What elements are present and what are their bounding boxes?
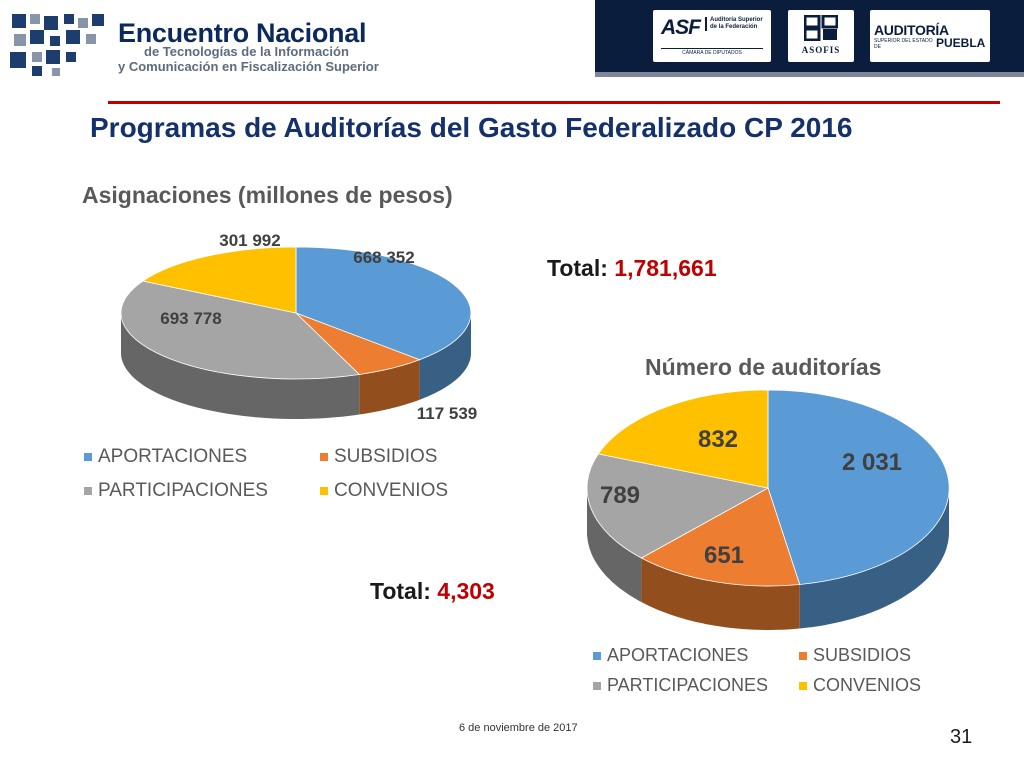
auditorias-total-value: 4,303 [437, 578, 495, 604]
legend-label: SUBSIDIOS [334, 446, 438, 467]
legend-swatch [320, 453, 328, 461]
slide-header: Encuentro Nacional de Tecnologías de la … [0, 0, 1024, 90]
auditorias-pie-chart: 2 031 651 789 832 [586, 389, 950, 630]
asignaciones-pie-chart: 668 352 117 539 693 778 301 992 [120, 231, 478, 423]
legend-swatch [84, 487, 92, 495]
asofis-mark-icon [804, 15, 838, 41]
footer-date: 6 de noviembre de 2017 [459, 722, 578, 734]
title-divider [108, 101, 1000, 104]
asignaciones-total-value: 1,781,661 [614, 255, 717, 281]
pie1-data-label-p: 789 [600, 482, 640, 509]
auditoria-puebla-logo: AUDITORÍA SUPERIOR DEL ESTADO DE PUEBLA [870, 10, 990, 62]
legend-item-subsidios: SUBSIDIOS [320, 446, 437, 468]
legend-item-convenios: CONVENIOS [799, 675, 921, 696]
asf-logo: ASF Auditoría Superior de la Federación … [653, 10, 771, 62]
pie0-side-a [419, 313, 471, 400]
legend-label: APORTACIONES [607, 645, 749, 665]
legend-item-participaciones: PARTICIPACIONES [84, 480, 268, 502]
pie1-slice-a [767, 389, 950, 585]
page-number: 31 [950, 726, 973, 748]
pie1-data-label-c: 832 [698, 426, 738, 453]
sponsor-logo-bar: ASF Auditoría Superior de la Federación … [595, 0, 1024, 77]
pie0-data-label-s: 117 539 [417, 404, 478, 423]
legend-swatch [320, 487, 328, 495]
legend-label: PARTICIPACIONES [98, 480, 268, 501]
event-subtitle-line2: y Comunicación en Fiscalización Superior [118, 59, 379, 74]
auditorias-total: Total: 4,303 [370, 578, 495, 605]
asignaciones-legend: APORTACIONES SUBSIDIOS PARTICIPACIONES CONV… [84, 446, 504, 506]
legend-swatch [799, 651, 807, 660]
auditorias-legend: APORTACIONES SUBSIDIOS PARTICIPACIONES CONV… [593, 645, 1013, 701]
pie1-side-s [641, 558, 800, 630]
asignaciones-total: Total: 1,781,661 [547, 255, 717, 282]
pie0-side-p [121, 313, 360, 419]
auditorias-chart-title: Número de auditorías [645, 354, 882, 380]
puebla-logo-wordmark: AUDITORÍA [874, 22, 949, 38]
auditorias-total-label: Total: [370, 578, 431, 604]
pie1-slice-s [640, 487, 801, 587]
asf-logo-footer: CÁMARA DE DIPUTADOS [661, 48, 763, 56]
legend-label: PARTICIPACIONES [607, 675, 769, 695]
asignaciones-chart-title: Asignaciones (millones de pesos) [82, 182, 453, 208]
legend-item-participaciones: PARTICIPACIONES [593, 675, 768, 696]
pie1-slice-p [586, 453, 770, 559]
pie1-side-p [587, 488, 642, 602]
legend-label: CONVENIOS [813, 675, 922, 695]
pie0-slice-c [141, 246, 297, 314]
pie0-data-label-c: 301 992 [219, 231, 280, 250]
asofis-logo: ASOFIS [788, 10, 854, 62]
event-subtitle-line1: de Tecnologías de la Información [144, 44, 349, 59]
legend-item-convenios: CONVENIOS [320, 480, 448, 502]
pie0-data-label-a: 668 352 [353, 248, 414, 267]
pie0-side-s [359, 359, 420, 415]
asf-logo-description: Auditoría Superior de la Federación [705, 17, 767, 31]
legend-swatch [593, 651, 601, 660]
puebla-logo-city: PUEBLA [936, 36, 986, 50]
pixel-grid-logo-icon [10, 14, 104, 76]
pie0-slice-p [120, 280, 361, 380]
legend-swatch [593, 681, 601, 690]
event-title: Encuentro Nacional [118, 18, 367, 48]
legend-item-subsidios: SUBSIDIOS [799, 645, 911, 666]
slide-title: Programas de Auditorías del Gasto Federa… [90, 112, 853, 143]
legend-item-aportaciones: APORTACIONES [84, 446, 247, 468]
pie0-data-label-p: 693 778 [160, 309, 221, 328]
pie1-data-label-a: 2 031 [842, 449, 902, 476]
legend-label: CONVENIOS [334, 480, 449, 501]
legend-item-aportaciones: APORTACIONES [593, 645, 748, 666]
legend-swatch [799, 681, 807, 690]
pie1-slice-c [597, 389, 769, 489]
asignaciones-total-label: Total: [547, 255, 608, 281]
pie1-side-a [799, 488, 949, 629]
legend-label: SUBSIDIOS [813, 645, 912, 665]
pie1-data-label-s: 651 [704, 542, 744, 569]
legend-label: APORTACIONES [98, 446, 248, 467]
puebla-logo-subtext: SUPERIOR DEL ESTADO DE [874, 38, 933, 50]
asf-logo-wordmark: ASF [661, 16, 701, 39]
pie0-slice-a [295, 246, 472, 361]
asofis-logo-wordmark: ASOFIS [801, 45, 841, 55]
legend-swatch [84, 453, 92, 461]
